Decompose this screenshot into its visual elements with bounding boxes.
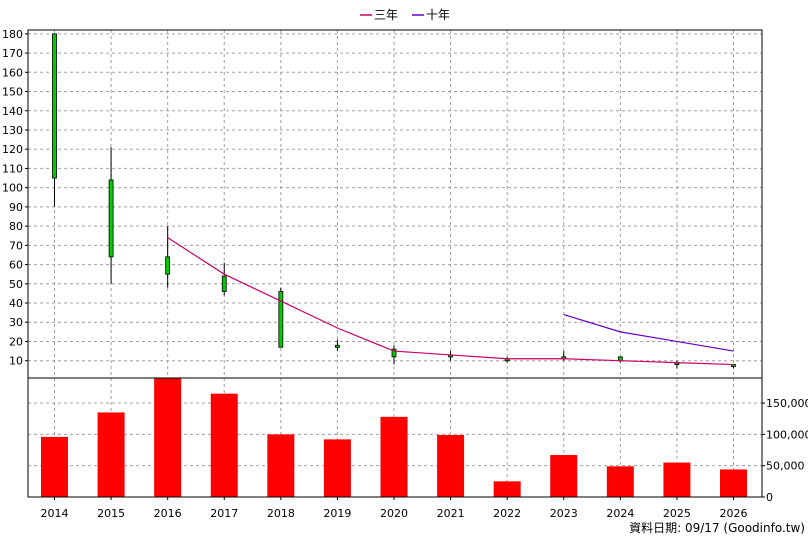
price-tick-label: 10	[9, 355, 23, 368]
volume-bars	[41, 378, 747, 497]
volume-tick-label: 100,000	[766, 428, 808, 441]
volume-tick-label: 150,000	[766, 397, 808, 410]
volume-bar	[323, 439, 351, 497]
volume-bar	[97, 412, 125, 497]
volume-tick-label: 0	[766, 491, 773, 504]
plot-frames	[27, 29, 763, 498]
data-date-credit: 資料日期: 09/17 (Goodinfo.tw)	[629, 521, 805, 535]
volume-bar	[437, 434, 465, 497]
price-axis-ticks: 10 20 30 40 50 60 70 80 90 100 110 120 130 140 150 160 1…	[2, 28, 28, 368]
legend: 三年 十年	[360, 8, 450, 22]
price-tick-label: 100	[2, 182, 23, 195]
price-tick-label: 70	[9, 239, 23, 252]
price-tick-label: 80	[9, 220, 23, 233]
year-tick-label: 2026	[720, 507, 748, 520]
volume-axis-ticks: 0 50,000 100,000 150,000	[762, 397, 808, 504]
volume-tick-label: 50,000	[766, 460, 805, 473]
year-tick-label: 2019	[323, 507, 351, 520]
volume-bar	[720, 469, 747, 497]
year-tick-label: 2017	[210, 507, 238, 520]
candle-body	[165, 256, 171, 275]
year-tick-label: 2020	[380, 507, 408, 520]
volume-bar	[493, 481, 521, 497]
price-tick-label: 40	[9, 297, 23, 310]
candle-body	[221, 275, 227, 292]
price-tick-label: 50	[9, 278, 23, 291]
year-axis-ticks: 2014 2015 2016 2017 2018 2019 2020 2021 2022 2023…	[41, 497, 748, 520]
volume-bar	[210, 393, 238, 497]
price-plot-frame	[27, 29, 763, 379]
year-tick-label: 2021	[437, 507, 465, 520]
legend-label: 三年	[374, 8, 398, 22]
candle-body	[52, 33, 57, 179]
legend-label: 十年	[426, 8, 450, 22]
year-tick-label: 2015	[97, 507, 125, 520]
candle-body	[391, 348, 397, 358]
price-tick-label: 60	[9, 259, 23, 272]
year-tick-label: 2024	[606, 507, 634, 520]
year-tick-label: 2014	[41, 507, 69, 520]
price-tick-label: 140	[2, 105, 23, 118]
volume-bar	[550, 455, 578, 497]
year-tick-label: 2022	[493, 507, 521, 520]
year-tick-label: 2016	[154, 507, 182, 520]
candle-body	[108, 179, 114, 258]
volume-bar	[663, 462, 691, 497]
volume-bar	[154, 378, 182, 497]
price-tick-label: 180	[2, 28, 23, 41]
price-tick-label: 90	[9, 201, 23, 214]
year-tick-label: 2023	[550, 507, 578, 520]
series-line	[167, 237, 734, 366]
price-grid	[28, 33, 762, 362]
candle-body	[335, 344, 340, 348]
candle-body	[278, 291, 284, 348]
volume-bar	[267, 434, 295, 497]
volume-bar	[380, 416, 408, 497]
price-tick-label: 130	[2, 124, 23, 137]
moving-average-lines	[167, 237, 734, 366]
price-tick-label: 20	[9, 335, 23, 348]
price-tick-label: 150	[2, 86, 23, 99]
price-tick-label: 30	[9, 316, 23, 329]
price-tick-label: 160	[2, 66, 23, 79]
price-tick-label: 110	[2, 162, 23, 175]
volume-plot-frame	[27, 377, 763, 498]
price-tick-label: 170	[2, 47, 23, 60]
volume-bar	[41, 436, 68, 497]
year-tick-label: 2025	[663, 507, 691, 520]
price-tick-label: 120	[2, 143, 23, 156]
series-line	[563, 313, 734, 352]
year-tick-label: 2018	[267, 507, 295, 520]
volume-bar	[606, 466, 634, 497]
